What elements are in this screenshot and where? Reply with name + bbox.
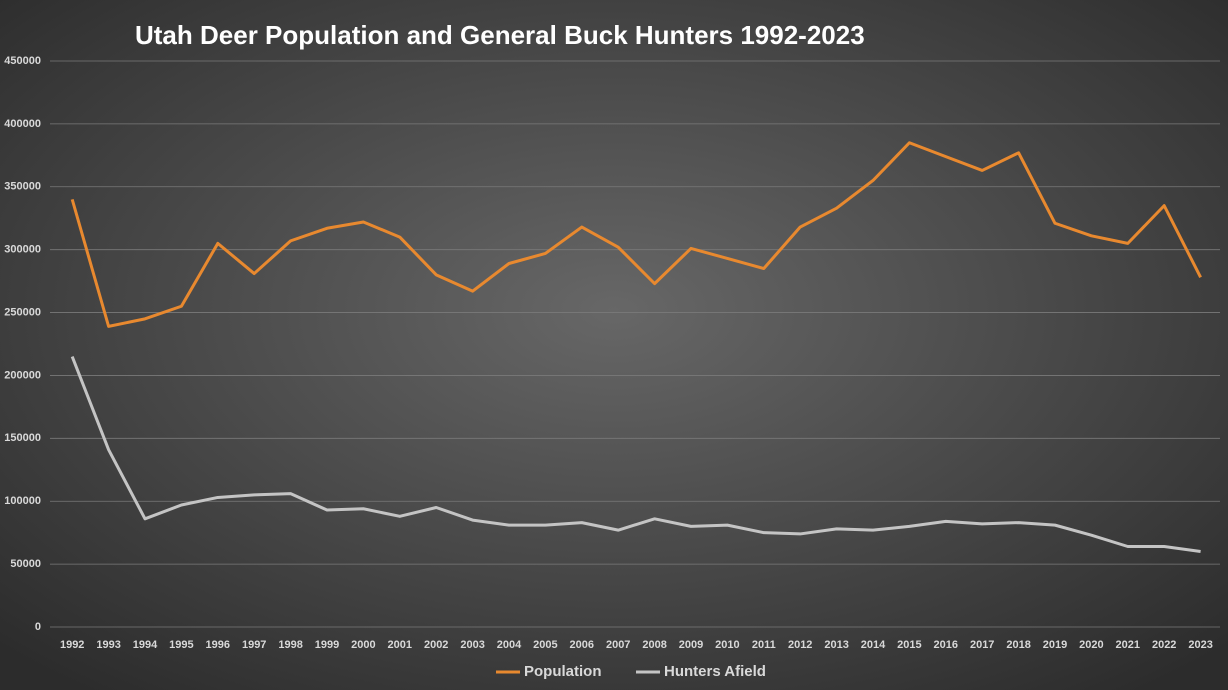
x-tick-label: 2018 xyxy=(1006,639,1030,651)
x-tick-label: 2014 xyxy=(861,639,886,651)
x-tick-label: 2006 xyxy=(570,639,594,651)
x-tick-label: 2004 xyxy=(497,639,522,651)
x-tick-label: 2008 xyxy=(642,639,666,651)
x-tick-label: 1999 xyxy=(315,639,339,651)
x-tick-label: 2021 xyxy=(1116,639,1140,651)
legend-label: Hunters Afield xyxy=(664,663,766,680)
y-tick-label: 450000 xyxy=(4,55,41,67)
x-tick-label: 2010 xyxy=(715,639,739,651)
x-tick-label: 2023 xyxy=(1188,639,1212,651)
x-tick-label: 2017 xyxy=(970,639,994,651)
x-tick-label: 1995 xyxy=(169,639,193,651)
x-tick-label: 2012 xyxy=(788,639,812,651)
data-line xyxy=(70,356,1201,554)
y-tick-label: 400000 xyxy=(4,118,41,130)
x-tick-label: 1996 xyxy=(206,639,230,651)
y-tick-label: 50000 xyxy=(10,558,41,570)
x-tick-label: 1997 xyxy=(242,639,266,651)
x-tick-label: 1998 xyxy=(278,639,302,651)
x-tick-label: 2020 xyxy=(1079,639,1103,651)
y-tick-label: 100000 xyxy=(4,495,41,507)
x-tick-label: 2000 xyxy=(351,639,375,651)
x-tick-label: 1994 xyxy=(133,639,158,651)
y-tick-label: 200000 xyxy=(4,369,41,381)
x-tick-label: 2007 xyxy=(606,639,630,651)
x-tick-label: 2013 xyxy=(824,639,848,651)
x-tick-label: 2003 xyxy=(460,639,484,651)
y-tick-label: 300000 xyxy=(4,244,41,256)
x-tick-label: 2002 xyxy=(424,639,448,651)
x-tick-label: 1993 xyxy=(96,639,120,651)
x-tick-label: 2009 xyxy=(679,639,703,651)
x-tick-label: 2015 xyxy=(897,639,921,651)
chart-title: Utah Deer Population and General Buck Hu… xyxy=(135,20,865,50)
y-tick-label: 150000 xyxy=(4,432,41,444)
x-tick-label: 2019 xyxy=(1043,639,1067,651)
y-tick-label: 350000 xyxy=(4,181,41,193)
legend-label: Population xyxy=(524,663,602,680)
x-tick-label: 2005 xyxy=(533,639,557,651)
x-tick-label: 2016 xyxy=(934,639,958,651)
y-tick-label: 250000 xyxy=(4,306,41,318)
data-line xyxy=(70,141,1202,328)
x-tick-label: 2022 xyxy=(1152,639,1176,651)
x-tick-label: 2001 xyxy=(388,639,412,651)
y-tick-label: 0 xyxy=(35,621,41,633)
x-tick-label: 1992 xyxy=(60,639,84,651)
x-tick-label: 2011 xyxy=(752,639,776,651)
